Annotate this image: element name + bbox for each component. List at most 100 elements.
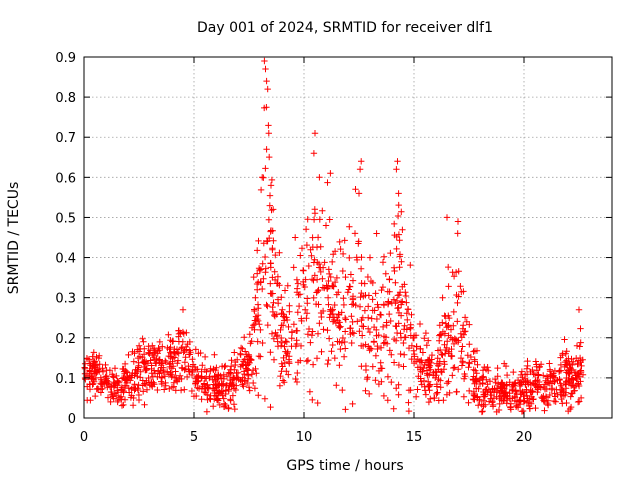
data-point [335, 310, 342, 318]
data-point [355, 238, 362, 245]
data-point [336, 338, 343, 346]
data-point [142, 358, 150, 365]
data-point [346, 325, 354, 332]
data-point [305, 262, 312, 270]
data-point [331, 278, 339, 286]
data-point [336, 362, 343, 369]
y-tick-label: 0.8 [55, 91, 76, 106]
data-point [267, 280, 274, 287]
data-point [391, 231, 398, 239]
data-point [284, 348, 291, 355]
data-point [497, 381, 504, 389]
data-point [274, 273, 282, 280]
data-point [307, 339, 314, 346]
data-point [400, 326, 408, 333]
data-point [379, 323, 387, 331]
data-point [118, 402, 126, 409]
data-point [131, 381, 138, 388]
data-point [181, 347, 188, 354]
data-point [425, 337, 432, 344]
data-point [408, 342, 416, 349]
data-point [359, 342, 367, 350]
data-point [176, 372, 184, 379]
data-point [349, 400, 356, 408]
data-point [377, 359, 384, 366]
data-point [465, 364, 472, 371]
y-tick-label: 0.4 [55, 252, 76, 267]
data-point [466, 359, 473, 366]
data-point [107, 398, 114, 406]
data-point [164, 344, 171, 352]
data-point [292, 375, 299, 383]
data-point [474, 361, 481, 368]
data-point [304, 331, 312, 338]
data-point [416, 320, 424, 328]
data-point [380, 253, 388, 260]
data-point [388, 351, 395, 358]
data-point [251, 385, 259, 392]
data-point [529, 388, 536, 395]
data-point [327, 273, 334, 281]
data-point [133, 366, 141, 374]
data-point [93, 385, 100, 393]
data-point [463, 318, 470, 325]
data-point [227, 397, 234, 404]
data-point [439, 351, 446, 359]
data-point [483, 376, 490, 383]
data-point [145, 343, 152, 350]
data-point [104, 384, 111, 391]
data-point [416, 363, 424, 371]
data-point [256, 266, 263, 274]
data-point [253, 280, 261, 288]
data-point [175, 333, 182, 340]
data-point [503, 400, 510, 407]
data-point [134, 346, 141, 353]
data-point [557, 354, 564, 361]
data-point [445, 312, 452, 319]
data-point [414, 386, 421, 393]
data-point [228, 383, 235, 390]
data-point [277, 326, 284, 334]
data-point [178, 345, 185, 352]
data-point [565, 370, 573, 378]
data-point [315, 286, 322, 294]
data-point [427, 395, 434, 402]
data-point [140, 338, 147, 345]
data-point [401, 351, 408, 358]
data-point [257, 186, 265, 194]
data-point [219, 392, 226, 399]
data-point [248, 356, 255, 363]
data-point [271, 313, 279, 320]
data-point [373, 230, 380, 237]
data-point [283, 352, 290, 359]
data-point [267, 182, 275, 189]
data-point [134, 386, 142, 394]
data-point [326, 216, 333, 223]
data-point [319, 264, 327, 271]
data-point [91, 358, 98, 366]
data-point [189, 367, 196, 375]
data-point [255, 305, 262, 312]
data-point [325, 266, 332, 273]
data-point [225, 405, 232, 412]
data-point [182, 343, 190, 351]
data-point [85, 356, 93, 363]
data-point [567, 393, 574, 400]
data-point [111, 365, 119, 372]
data-point [329, 258, 336, 266]
data-point [317, 243, 324, 250]
data-point [155, 356, 163, 364]
data-point [233, 369, 240, 377]
data-point [375, 367, 383, 375]
data-point [330, 283, 337, 290]
data-point [186, 338, 193, 346]
data-point [89, 375, 96, 383]
data-point [527, 368, 534, 376]
data-point [118, 384, 125, 391]
data-point [240, 383, 247, 390]
data-point [443, 344, 450, 352]
data-point [328, 348, 335, 355]
data-point [90, 349, 97, 356]
data-point [374, 301, 381, 308]
